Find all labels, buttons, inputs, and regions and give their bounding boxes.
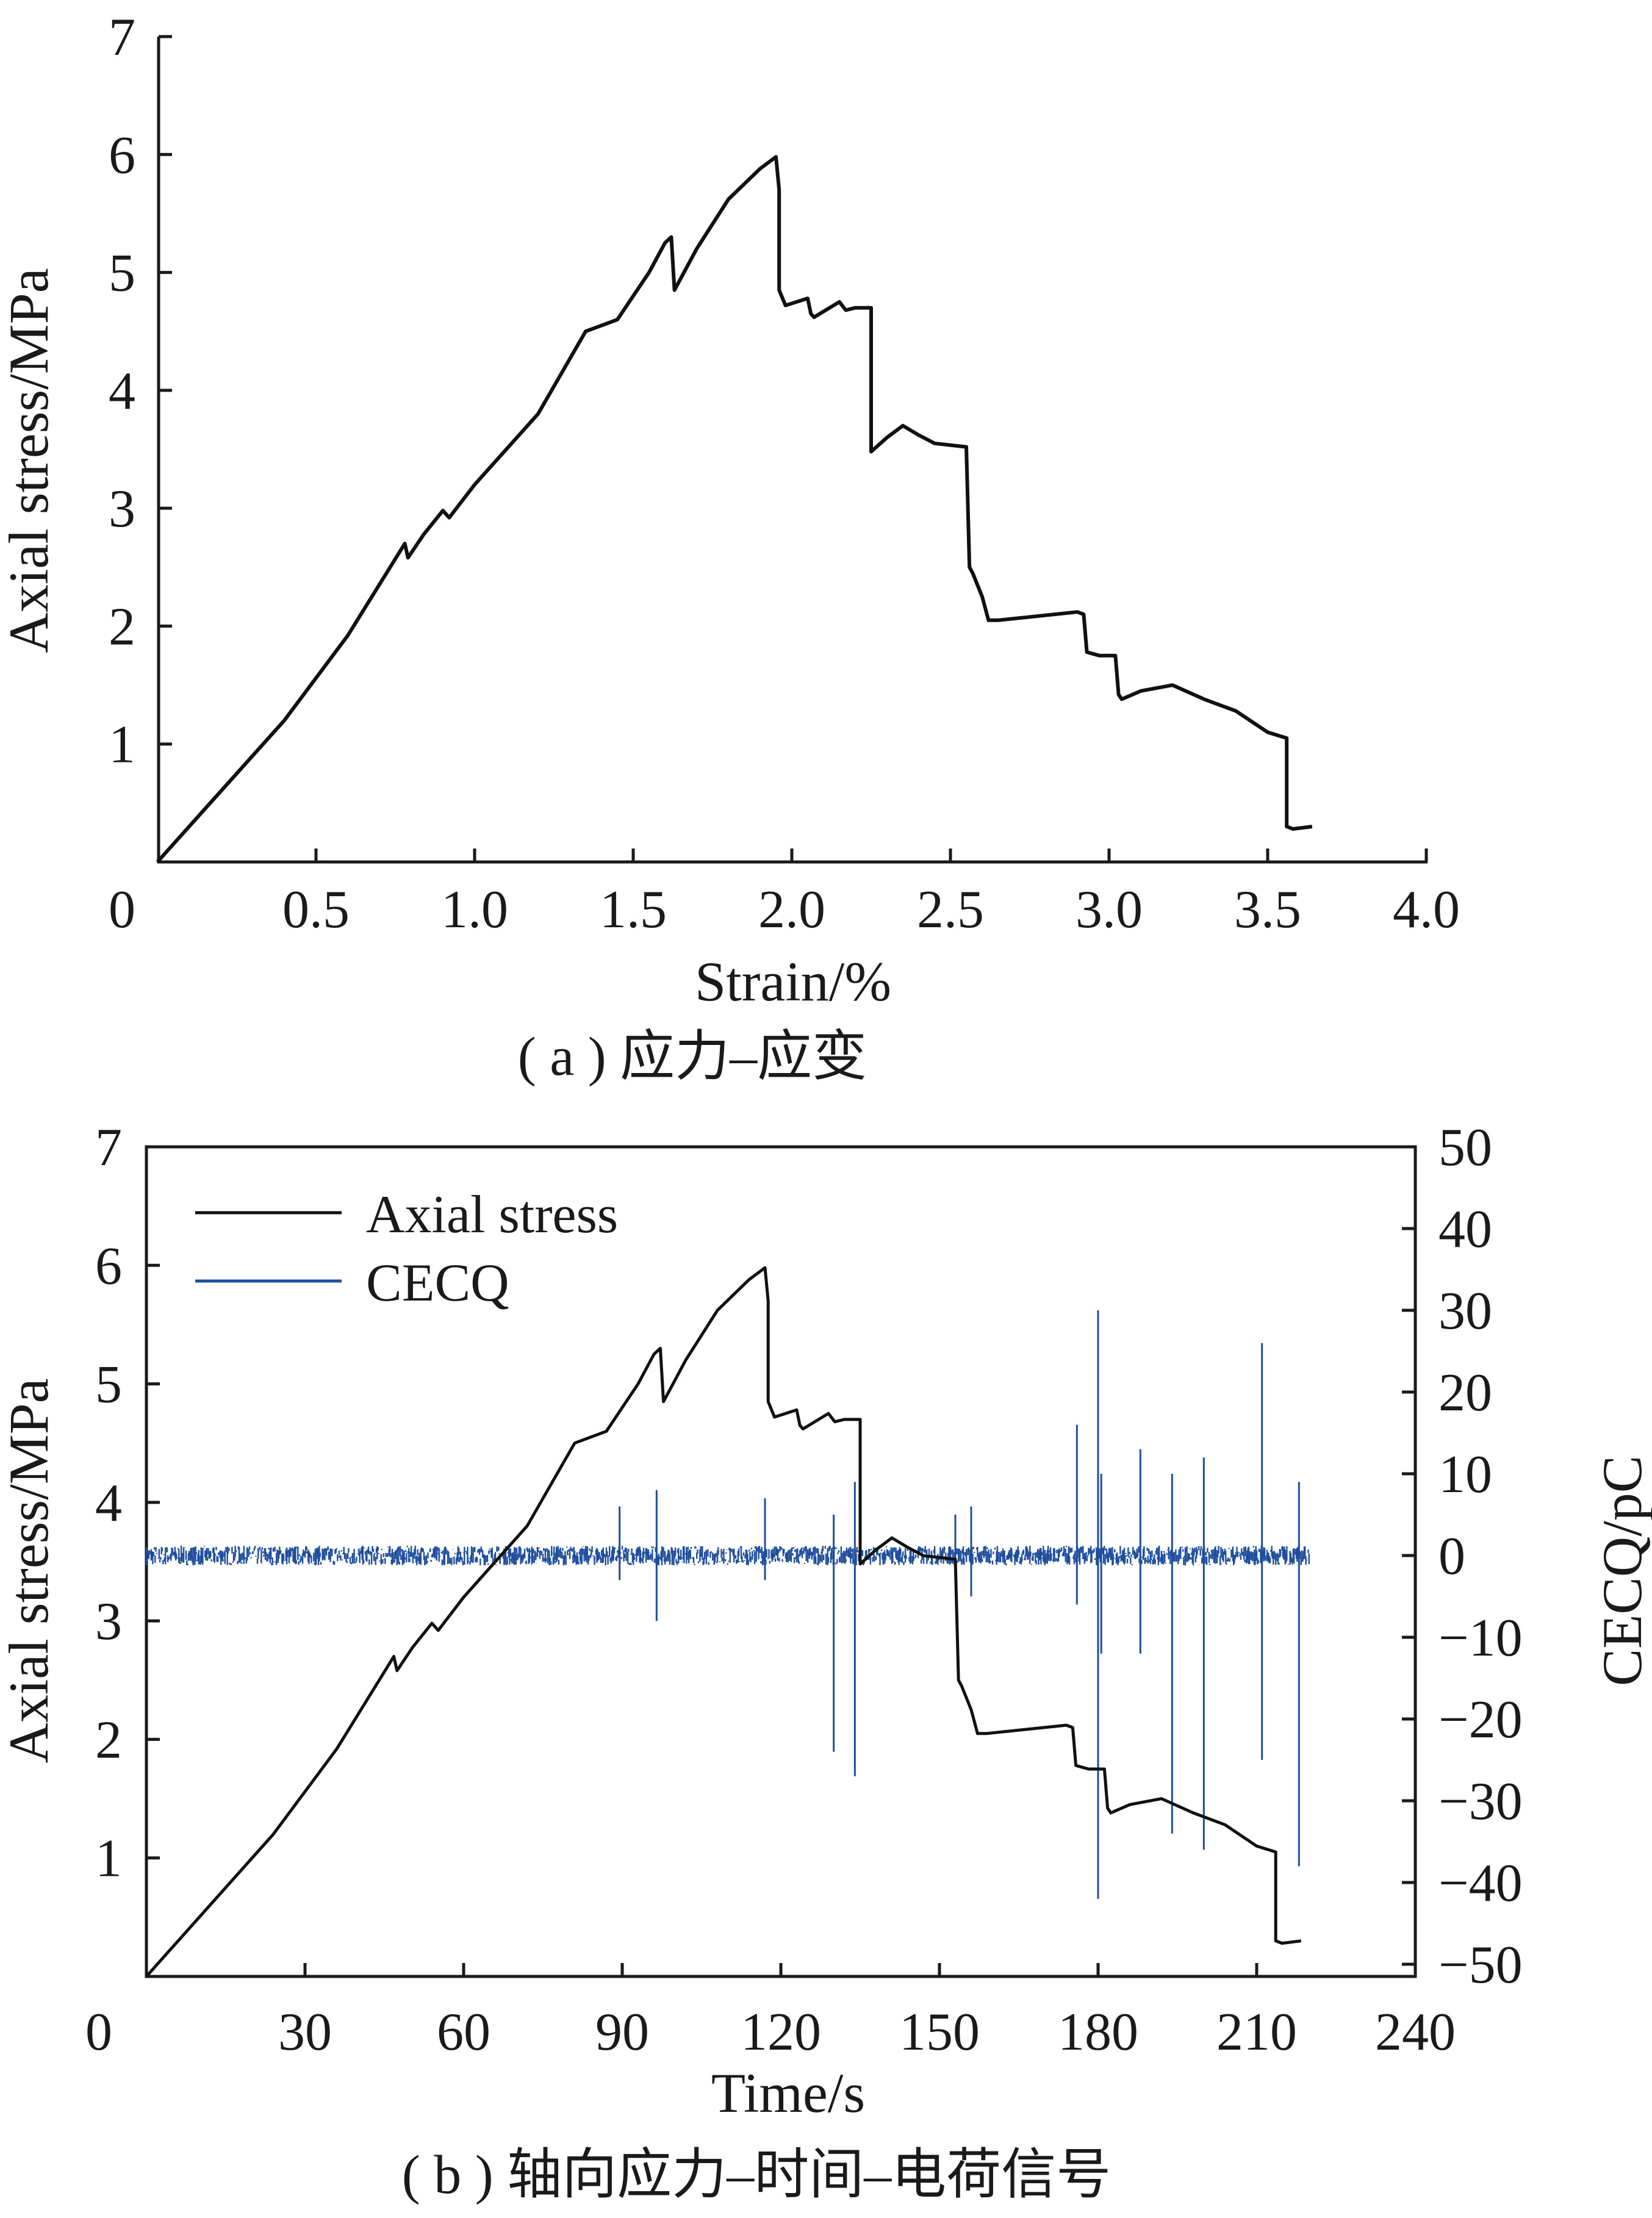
panel-a-y-tick-label: 6 xyxy=(109,126,135,185)
panel-b-x-tick-label: 210 xyxy=(1216,2003,1297,2062)
panel-b-y2-tick-label: 10 xyxy=(1438,1445,1492,1504)
legend-label-cecq: CECQ xyxy=(366,1254,509,1313)
panel-a-plot-area xyxy=(156,155,1313,864)
panel-b-plot-frame xyxy=(145,1145,1417,1978)
panel-a-y-tick-label: 5 xyxy=(109,244,135,303)
panel-a-x-tick-label: 2.5 xyxy=(917,880,984,939)
panel-b-x-tick-label: 60 xyxy=(437,2003,490,2062)
panel-b-x-tick-label: 90 xyxy=(595,2003,649,2062)
panel-b-x-tick-label: 150 xyxy=(899,2003,980,2062)
panel-b-y-tick-label: 6 xyxy=(95,1236,122,1296)
panel-b-y-tick-label: 3 xyxy=(95,1592,122,1651)
panel-b-x-tick-label: 120 xyxy=(741,2003,821,2062)
panel-b-y2-tick-label: −50 xyxy=(1438,1936,1523,1995)
panel-a-origin-label: 0 xyxy=(109,880,135,939)
panel-a-caption: ( a ) 应力–应变 xyxy=(518,1027,867,1087)
panel-b-y2-tick-label: −20 xyxy=(1438,1690,1523,1750)
panel-a-y-tick-label: 4 xyxy=(109,362,135,421)
panel-a-x-tick-label: 4.0 xyxy=(1393,880,1460,939)
panel-b-legend: Axial stress CECQ xyxy=(195,1185,618,1313)
panel-a: Axial stress/MPa 1 2 3 4 5 6 7 0.5 1.0 1.5 2.0 2.5… xyxy=(0,8,1460,1087)
panel-a-x-tick-label: 3.5 xyxy=(1234,880,1301,939)
panel-b-x-tick-label: 240 xyxy=(1375,2003,1456,2062)
panel-b-y2-tick-label: 50 xyxy=(1438,1118,1492,1177)
panel-a-x-tick-label: 1.0 xyxy=(441,880,508,939)
panel-b-y-tick-label: 5 xyxy=(95,1355,122,1415)
legend-label-axial-stress: Axial stress xyxy=(366,1185,618,1244)
panel-b-x-tick-label: 180 xyxy=(1058,2003,1138,2062)
panel-b-y2-tick-label: 40 xyxy=(1438,1200,1492,1259)
panel-a-x-axis-label: Strain/% xyxy=(695,950,891,1013)
panel-a-y-axis-label: Axial stress/MPa xyxy=(0,268,60,653)
panel-a-stress-strain-line xyxy=(156,155,1313,864)
panel-b-y2-tick-label: 20 xyxy=(1438,1363,1492,1423)
panel-a-y-tick-label: 2 xyxy=(109,597,135,656)
panel-b-y-tick-label: 4 xyxy=(95,1474,122,1533)
panel-b-plot-area xyxy=(145,1266,1310,1978)
panel-b-y2-tick-label: −10 xyxy=(1438,1609,1523,1668)
panel-b-axial-stress-line xyxy=(145,1266,1302,1978)
panel-a-x-tick-label: 3.0 xyxy=(1076,880,1143,939)
panel-b-y2-tick-label: 30 xyxy=(1438,1282,1492,1341)
panel-b-y2-tick-label: −40 xyxy=(1438,1854,1523,1913)
panel-a-y-tick-label: 3 xyxy=(109,479,135,539)
panel-b-x-axis-label: Time/s xyxy=(711,2062,865,2124)
panel-b-y-axis-label: Axial stress/MPa xyxy=(0,1378,60,1763)
panel-b-y2-tick-label: 0 xyxy=(1438,1527,1465,1586)
panel-b-cecq-noise-band xyxy=(145,1545,1310,1566)
panel-b-y-tick-label: 7 xyxy=(95,1118,122,1177)
panel-a-x-tick-label: 0.5 xyxy=(282,880,350,939)
panel-a-x-tick-label: 2.0 xyxy=(758,880,825,939)
panel-b-y-tick-label: 2 xyxy=(95,1710,122,1770)
panel-b-x-tick-label: 30 xyxy=(278,2003,332,2062)
panel-a-y-tick-label: 7 xyxy=(109,8,135,67)
panel-a-y-tick-label: 1 xyxy=(109,716,135,775)
panel-b-caption: ( b ) 轴向应力–时间–电荷信号 xyxy=(402,2145,1111,2205)
panel-b-y-tick-label: 1 xyxy=(95,1829,122,1889)
panel-b-origin-label: 0 xyxy=(85,2003,112,2062)
panel-b: Axial stress/MPa CECQ/pC 1 2 3 4 5 6 7 50 40 30 2… xyxy=(0,1118,1652,2205)
panel-b-y2-tick-label: −30 xyxy=(1438,1772,1523,1831)
panel-b-y2-axis-label: CECQ/pC xyxy=(1591,1455,1652,1686)
panel-a-x-tick-label: 1.5 xyxy=(600,880,667,939)
